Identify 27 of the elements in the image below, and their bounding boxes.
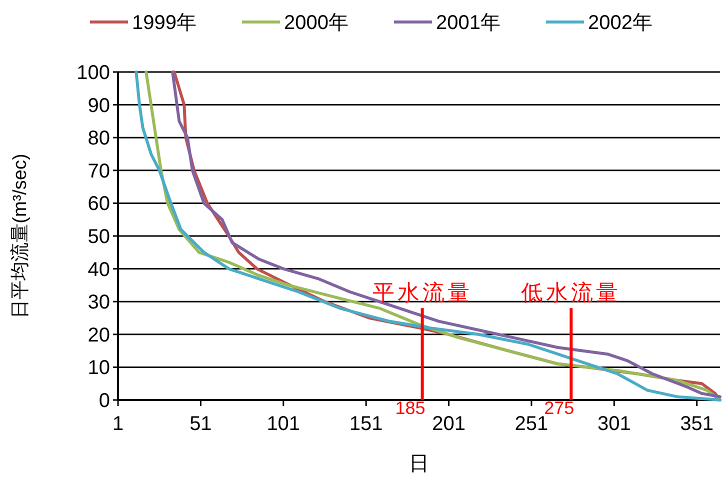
y-tick-label: 20 (88, 324, 110, 346)
x-tick-label: 351 (680, 413, 714, 435)
legend-label: 1999年 (132, 12, 196, 34)
ref-line-label: 185 (395, 398, 426, 418)
y-tick-label: 100 (76, 62, 110, 84)
y-tick-label: 70 (88, 160, 110, 182)
legend-label: 2000年 (284, 12, 348, 34)
y-axis-title: 日平均流量(m³/sec) (9, 154, 31, 318)
legend-label: 2001年 (436, 12, 500, 34)
y-tick-label: 90 (88, 94, 110, 117)
x-tick-label: 301 (597, 413, 631, 435)
x-tick-label: 1 (112, 413, 124, 435)
y-tick-label: 10 (88, 357, 110, 380)
x-tick-label: 201 (432, 413, 466, 435)
y-tick-label: 30 (88, 292, 110, 314)
x-tick-label: 101 (266, 413, 300, 435)
y-tick-label: 50 (88, 226, 110, 248)
legend-label: 2002年 (588, 12, 652, 34)
y-tick-label: 40 (88, 258, 110, 281)
annotation: 低水流量 (521, 280, 622, 306)
annotation: 平水流量 (372, 280, 472, 306)
x-axis-title: 日 (409, 453, 429, 475)
y-tick-label: 60 (88, 193, 110, 216)
y-tick-label: 80 (88, 128, 110, 150)
x-tick-label: 51 (190, 413, 212, 435)
x-tick-label: 151 (349, 413, 383, 435)
y-tick-label: 0 (98, 390, 110, 412)
